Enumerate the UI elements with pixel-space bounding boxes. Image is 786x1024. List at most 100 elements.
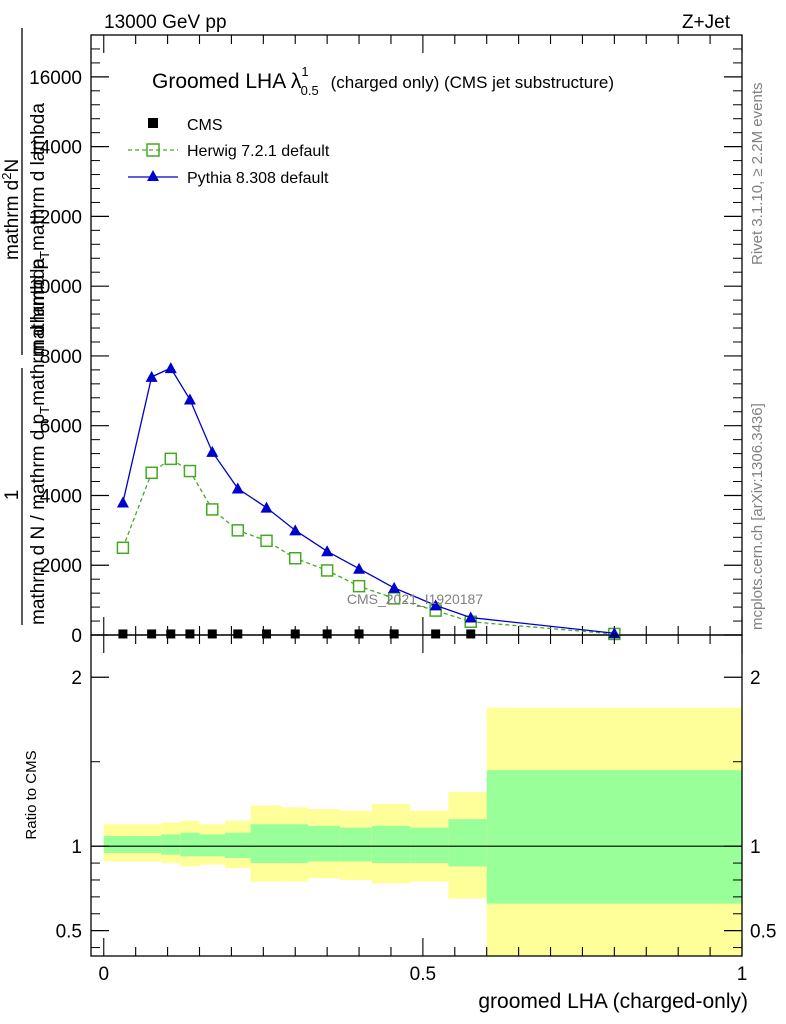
chart-title-symbol: λ xyxy=(291,70,302,93)
data-point-pythia xyxy=(353,562,366,574)
chart-title-sup: 1 xyxy=(301,64,308,79)
main-ytick-label: 4000 xyxy=(40,486,82,507)
series-line-2 xyxy=(122,367,615,634)
data-point-pythia xyxy=(183,393,196,405)
data-point-pythia xyxy=(145,370,158,382)
series-line-1 xyxy=(122,458,615,635)
main-axis-ticks: 0 2000 4000 6000 8000 10000 12000 14000 16000 xyxy=(29,34,743,647)
main-ylabel-num2-text: mathrm d xyxy=(2,180,23,260)
ratio-band-inner xyxy=(161,834,181,855)
main-ylabel-den2: mathrm d pTmathrm d lambda xyxy=(28,103,52,355)
ratio-axis-ticks: 0.5 0.51 12 20 0.5 1 xyxy=(56,635,776,985)
data-point-cms xyxy=(290,629,300,639)
data-point-herwig xyxy=(352,579,366,593)
ratio-ylabel: Ratio to CMS xyxy=(23,750,40,839)
data-point-cms xyxy=(262,629,272,639)
ratio-band-inner xyxy=(103,836,143,853)
legend-marker-pythia xyxy=(147,170,159,181)
main-ytick-label: 0 xyxy=(71,626,82,647)
data-point-herwig xyxy=(164,452,178,466)
data-point-herwig xyxy=(116,541,130,555)
main-ytick-label: 12000 xyxy=(29,207,82,228)
data-point-herwig xyxy=(145,466,158,480)
main-ylabel-num2-tail: N xyxy=(2,159,23,173)
rivet-label: Rivet 3.1.10, ≥ 2.2M events xyxy=(749,83,766,266)
main-ytick-label: 8000 xyxy=(40,347,82,368)
main-ytick-label: 2000 xyxy=(40,556,82,577)
data-point-pythia xyxy=(429,599,442,611)
main-ytick-label: 6000 xyxy=(40,417,82,438)
data-point-cms xyxy=(322,629,332,639)
main-ylabel-num2-sup: 2 xyxy=(0,173,14,180)
data-point-herwig xyxy=(231,524,245,537)
legend: CMS Herwig 7.2.1 default Pythia 8.308 de… xyxy=(128,117,330,187)
data-point-pythia xyxy=(231,482,244,494)
data-point-pythia xyxy=(321,545,334,557)
main-ylabel-den-text: mathrm d N / mathrm d p xyxy=(28,414,49,625)
data-point-herwig xyxy=(320,564,334,577)
ratio-ytick-label: 1 xyxy=(71,837,82,858)
main-ylabel-den2-tail: mathrm d lambda xyxy=(28,103,49,251)
ratio-band-inner xyxy=(225,832,251,859)
ratio-ytick-label: 2 xyxy=(71,668,82,689)
ratio-band-inner xyxy=(410,827,449,864)
data-point-cms xyxy=(431,629,441,639)
ratio-bands-layer xyxy=(103,707,742,956)
main-ylabel-num: 1 xyxy=(2,490,23,501)
data-point-pythia xyxy=(164,362,177,374)
data-point-cms xyxy=(147,629,157,639)
x-axis-label: groomed LHA (charged-only) xyxy=(478,990,748,1013)
data-point-pythia xyxy=(289,524,302,536)
legend-label-pythia: Pythia 8.308 default xyxy=(187,170,329,187)
ratio-ytick-label-right: 2 xyxy=(750,668,761,689)
ratio-band-inner xyxy=(250,824,283,864)
data-point-cms xyxy=(466,629,476,639)
ratio-band-inner xyxy=(371,825,411,864)
chart-title-suffix: (charged only) (CMS jet substructure) xyxy=(331,73,614,92)
data-point-pythia xyxy=(206,445,219,457)
data-point-herwig xyxy=(206,503,219,516)
xtick-label: 1 xyxy=(737,964,748,985)
main-ylabel-num2: mathrm d2N xyxy=(0,159,23,260)
xtick-label: 0.5 xyxy=(410,964,436,985)
data-point-pythia xyxy=(260,501,273,513)
main-ytick-label: 16000 xyxy=(29,68,82,89)
ratio-ytick-label: 0.5 xyxy=(56,922,82,943)
mcplots-label: mcplots.cern.ch [arXiv:1306.3436] xyxy=(749,403,766,630)
ratio-band-inner xyxy=(308,825,340,862)
ratio-band-inner xyxy=(282,824,308,864)
ratio-ytick-label-right: 1 xyxy=(750,837,761,858)
main-ylabel-den2-text: mathrm d p xyxy=(28,259,49,355)
ratio-band-inner xyxy=(486,770,742,904)
main-ytick-label: 10000 xyxy=(29,277,82,298)
main-ylabel-den-sub: T xyxy=(37,406,52,414)
ratio-ytick-label-right: 0.5 xyxy=(750,922,776,943)
legend-marker-cms xyxy=(148,118,158,128)
data-point-herwig xyxy=(183,464,197,478)
chart-title-text: Groomed LHA xyxy=(152,70,286,93)
main-ytick-label: 14000 xyxy=(29,138,82,159)
data-point-pythia xyxy=(116,496,129,508)
header-right-label: Z+Jet xyxy=(682,12,731,33)
main-series-layer xyxy=(116,362,621,641)
data-point-cms xyxy=(118,629,128,639)
legend-label-cms: CMS xyxy=(187,117,223,134)
data-point-cms xyxy=(233,629,243,639)
data-point-herwig xyxy=(260,534,273,548)
main-ylabel-den2-sub: T xyxy=(37,251,52,259)
legend-label-herwig: Herwig 7.2.1 default xyxy=(187,143,330,160)
data-point-cms xyxy=(207,629,217,639)
xtick-label: 0 xyxy=(98,964,109,985)
data-point-cms xyxy=(166,629,176,639)
ratio-plot-frame xyxy=(90,634,743,957)
ratio-band-inner xyxy=(339,827,372,862)
data-point-cms xyxy=(354,629,364,639)
ratio-band-inner xyxy=(142,836,162,853)
ratio-band-inner xyxy=(448,819,487,867)
data-point-herwig xyxy=(288,552,302,565)
main-ylabel-den: mathrm d N / mathrm d pTmathrm d lambda xyxy=(28,258,52,625)
data-point-pythia xyxy=(464,611,477,623)
chart-title-sub: 0.5 xyxy=(301,83,319,98)
chart-title: Groomed LHA λ1 0.5 (charged only) (CMS je… xyxy=(152,64,614,100)
